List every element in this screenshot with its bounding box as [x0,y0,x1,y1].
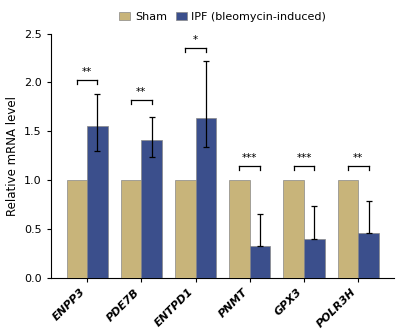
Y-axis label: Relative mRNA level: Relative mRNA level [6,95,18,216]
Text: *: * [193,35,198,45]
Bar [141,140,162,278]
Bar [66,180,87,278]
Bar [283,180,304,278]
Bar [121,180,141,278]
Text: **: ** [136,87,146,97]
Text: ***: *** [242,153,258,163]
Bar [250,247,270,278]
Bar [358,233,379,278]
Bar [338,180,358,278]
Bar [175,180,196,278]
Bar [229,180,250,278]
Bar [196,118,216,278]
Text: ***: *** [296,153,312,163]
Bar [87,126,108,278]
Legend: Sham, IPF (bleomycin-induced): Sham, IPF (bleomycin-induced) [115,7,330,26]
Text: **: ** [353,153,363,163]
Text: **: ** [82,67,92,77]
Bar [304,239,325,278]
